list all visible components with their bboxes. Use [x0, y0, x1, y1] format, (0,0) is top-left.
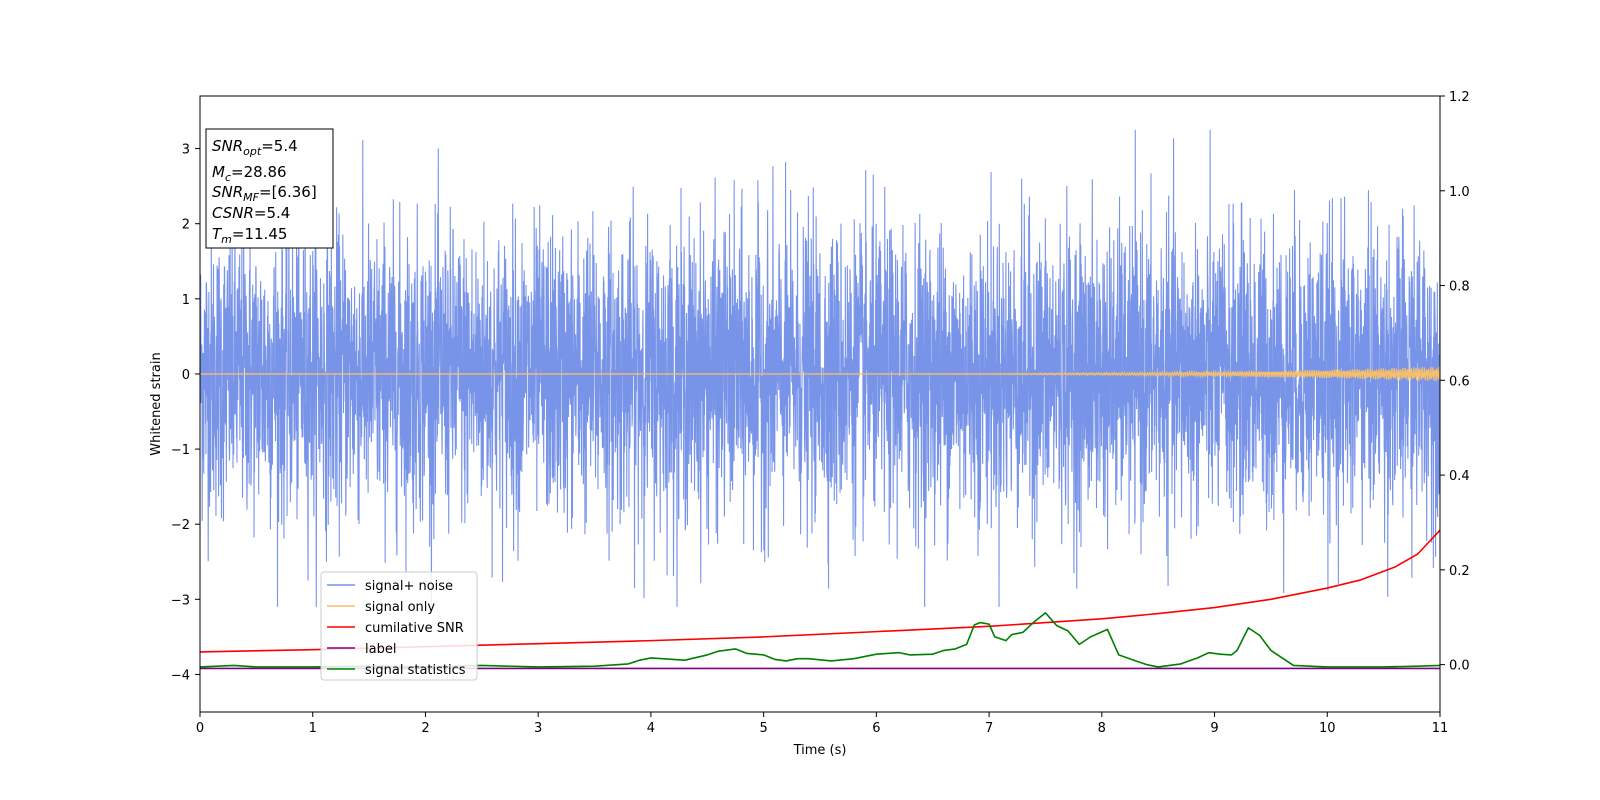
y-tick-label-right: 0.2 [1449, 564, 1470, 579]
annotation-frame [205, 128, 334, 249]
plot-frame [199, 95, 1441, 713]
legend: signal+ noise signal only cumilative SNR la… [320, 571, 478, 681]
x-axis-label: Time (s) [793, 743, 847, 758]
x-tick-label: 8 [1098, 721, 1106, 736]
y-tick-label-left: −1 [171, 443, 190, 458]
y-tick-label-right: 0.0 [1449, 659, 1470, 674]
y-tick-label-right: 0.6 [1449, 374, 1470, 389]
x-tick-label: 9 [1210, 721, 1218, 736]
y-tick-label-left: −4 [171, 668, 190, 683]
y-tick-label-left: 2 [182, 218, 190, 233]
y-tick-label-left: −3 [171, 593, 190, 608]
annotation-line: Mc=28.86 [212, 163, 287, 184]
x-tick-label: 0 [196, 721, 204, 736]
y-tick-label-right: 0.4 [1449, 469, 1470, 484]
x-tick-label: 3 [534, 721, 542, 736]
series-signal-only-line [200, 366, 1440, 382]
legend-signal-only-label: signal only [365, 600, 435, 615]
y-tick-label-right: 0.8 [1449, 280, 1470, 295]
x-tick-label: 7 [985, 721, 993, 736]
legend-signal-noise-label: signal+ noise [365, 579, 453, 594]
legend-frame [320, 571, 478, 681]
annotation-line: SNRMF=[6.36] [212, 183, 317, 204]
x-tick-label: 5 [759, 721, 767, 736]
series-signal-statistics-line [200, 612, 1440, 668]
legend-label-label: label [365, 642, 396, 657]
y-tick-label-right: 1.2 [1449, 90, 1470, 105]
legend-signal-statistics-label: signal statistics [365, 663, 466, 678]
left-y-axis: −4 −3 −2 −1 0 1 2 3 [171, 143, 200, 683]
y-tick-label-left: 1 [182, 293, 190, 308]
y-tick-label-right: 1.0 [1449, 185, 1470, 200]
x-tick-label: 4 [647, 721, 655, 736]
x-tick-label: 2 [421, 721, 429, 736]
x-tick-label: 1 [309, 721, 317, 736]
y-tick-label-left: 0 [182, 368, 190, 383]
annotation-line: CSNR=5.4 [212, 204, 290, 222]
x-tick-label: 10 [1319, 721, 1336, 736]
series-signal-noise-line [200, 129, 1440, 607]
series-cumulative-snr-line [200, 529, 1440, 653]
y-tick-label-left: 3 [182, 143, 190, 158]
annotation-line: Tm=11.45 [212, 225, 287, 246]
x-tick-label: 6 [872, 721, 880, 736]
right-y-axis: 0.0 0.2 0.4 0.6 0.8 1.0 1.2 [1440, 90, 1470, 674]
y-tick-label-left: −2 [171, 518, 190, 533]
legend-cumulative-snr-label: cumilative SNR [365, 621, 464, 636]
y-axis-label: Whitened strain [149, 352, 164, 455]
x-tick-label: 11 [1432, 721, 1449, 736]
annotation-line: SNRopt=5.4 [212, 137, 298, 158]
x-axis: 0 1 2 3 4 5 6 7 8 9 10 11 [196, 712, 1448, 736]
